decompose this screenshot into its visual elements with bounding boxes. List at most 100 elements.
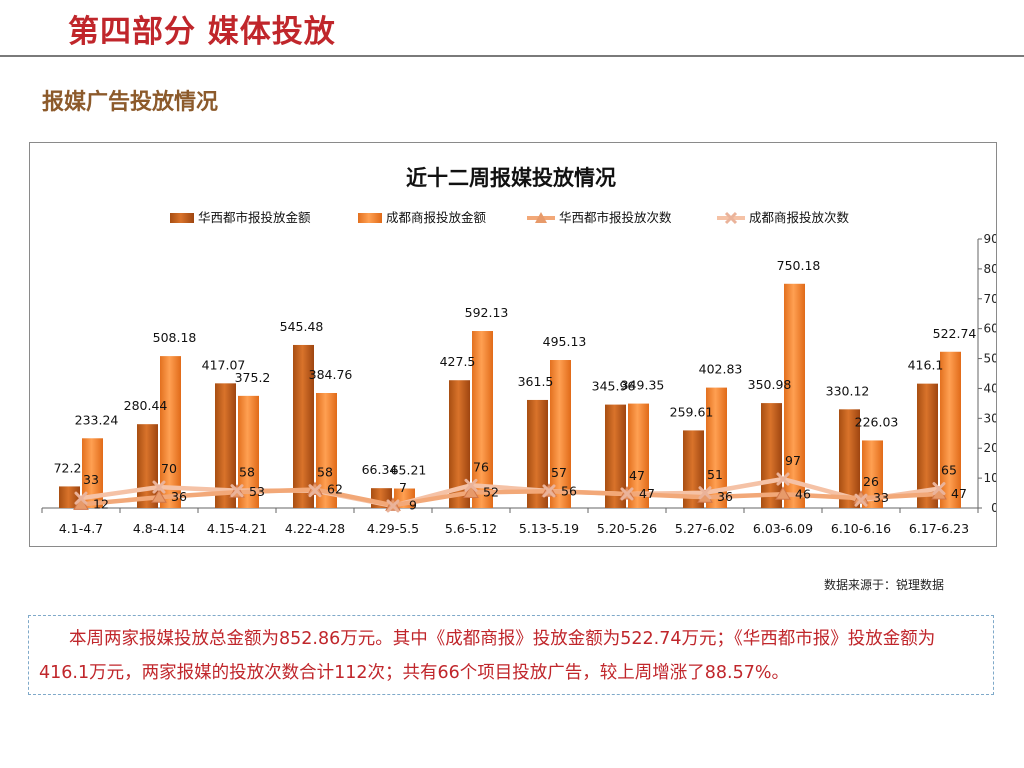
data-label-chengdu-count: 33: [83, 472, 99, 487]
y-tick-label: 200: [984, 441, 996, 455]
marker-chengdu-count: [776, 472, 790, 486]
data-label-huaxi-amount: 330.12: [826, 383, 870, 398]
legend-label: 成都商报投放次数: [749, 210, 850, 225]
source-note: 数据来源于：锐理数据: [824, 578, 945, 592]
marker-chengdu-count: [308, 484, 322, 498]
data-label-chengdu-count: 97: [785, 453, 801, 468]
data-label-huaxi-count: 46: [795, 486, 811, 501]
bar-chengdu-amount: [472, 331, 493, 508]
marker-chengdu-count: [542, 484, 556, 498]
marker-chengdu-count: [74, 491, 88, 505]
data-label-huaxi-count: 62: [327, 481, 343, 496]
data-label-huaxi-amount: 417.07: [202, 357, 246, 372]
x-tick-label: 4.1-4.7: [59, 521, 103, 536]
data-label-huaxi-amount: 416.1: [908, 358, 944, 373]
data-label-chengdu-amount: 508.18: [153, 330, 197, 345]
marker-huaxi-count: [151, 489, 167, 503]
data-label-chengdu-amount: 750.18: [777, 258, 821, 273]
bar-chengdu-amount: [628, 403, 649, 508]
line-chengdu-count: [80, 476, 940, 509]
data-label-huaxi-count: 36: [717, 489, 733, 504]
data-label-huaxi-count: 9: [409, 497, 417, 512]
bar-chengdu-amount: [316, 392, 337, 508]
y-tick-label: 500: [984, 352, 996, 366]
summary-text: 本周两家报媒投放总金额为852.86万元。其中《成都商报》投放金额为522.74…: [39, 629, 936, 683]
data-label-huaxi-count: 56: [561, 483, 577, 498]
legend-label: 华西都市报投放次数: [559, 210, 672, 225]
y-tick-label: 800: [984, 262, 996, 276]
data-label-chengdu-amount: 226.03: [855, 414, 899, 429]
data-label-huaxi-count: 33: [873, 490, 889, 505]
data-label-chengdu-count: 76: [473, 459, 489, 474]
x-tick-label: 4.8-4.14: [133, 521, 185, 536]
chart-axes: 0 100 200 300 400 500 600 700 800 900 4.1-4.7 4.8-4…: [41, 232, 996, 536]
data-label-huaxi-amount: 361.5: [518, 374, 554, 389]
bar-huaxi-amount: [215, 383, 236, 508]
data-label-huaxi-amount: 280.44: [124, 398, 168, 413]
legend-swatch: [170, 213, 194, 223]
marker-chengdu-count: [230, 484, 244, 498]
data-label-huaxi-amount: 259.61: [670, 404, 714, 419]
bar-huaxi-amount: [683, 430, 704, 508]
legend-swatch: [358, 213, 382, 223]
x-tick-label: 4.22-4.28: [285, 521, 345, 536]
x-tick-label: 4.15-4.21: [207, 521, 267, 536]
y-tick-label: 0: [991, 501, 996, 515]
data-label-chengdu-count: 65: [941, 463, 957, 478]
bar-chengdu-amount: [862, 440, 883, 508]
data-label-huaxi-count: 52: [483, 484, 499, 499]
bar-huaxi-amount: [839, 409, 860, 508]
data-label-chengdu-amount: 375.2: [235, 370, 271, 385]
x-tick-label: 6.03-6.09: [753, 521, 813, 536]
bar-chengdu-amount: [784, 283, 805, 508]
marker-huaxi-count: [775, 486, 791, 500]
chart-title: 近十二周报媒投放情况: [406, 166, 616, 190]
data-label-huaxi-amount: 427.5: [440, 354, 476, 369]
legend-marker: [535, 212, 547, 223]
legend-item: 成都商报投放金额: [358, 210, 487, 225]
x-tick-label: 4.29-5.5: [367, 521, 419, 536]
marker-chengdu-count: [854, 493, 868, 507]
data-label-huaxi-count: 36: [171, 489, 187, 504]
data-label-chengdu-amount: 402.83: [699, 362, 743, 377]
data-label-chengdu-count: 7: [399, 480, 407, 495]
legend-item: 成都商报投放次数: [717, 210, 850, 225]
x-tick-label: 5.6-5.12: [445, 521, 497, 536]
legend-marker: [724, 211, 738, 225]
bar-chengdu-amount: [940, 351, 961, 508]
legend-label: 成都商报投放金额: [386, 210, 487, 225]
chart-panel: 近十二周报媒投放情况 华西都市报投放金额 成都商报投放金额 华西都市报投放次数 成都商…: [29, 142, 997, 547]
x-tick-label: 5.20-5.26: [597, 521, 657, 536]
data-label-chengdu-count: 70: [161, 461, 177, 476]
y-tick-label: 100: [984, 471, 996, 485]
legend-label: 华西都市报投放金额: [198, 210, 311, 225]
chart-data-labels: 72.2 233.24 12 33 280.44 508.18 36 70 417.07375.…: [54, 258, 977, 513]
data-label-chengdu-amount: 349.35: [621, 378, 665, 393]
bar-chengdu-amount: [706, 387, 727, 508]
bar-huaxi-amount: [449, 380, 470, 508]
bar-chengdu-amount: [160, 356, 181, 508]
bar-chengdu-amount: [82, 438, 103, 508]
legend-item: 华西都市报投放金额: [170, 210, 311, 225]
data-label-huaxi-amount: 66.34: [362, 462, 398, 477]
data-label-chengdu-count: 57: [551, 465, 567, 480]
data-label-chengdu-amount: 233.24: [75, 412, 119, 427]
marker-huaxi-count: [463, 484, 479, 498]
bar-chengdu-amount: [238, 395, 259, 508]
y-tick-label: 300: [984, 411, 996, 425]
marker-chengdu-count: [698, 486, 712, 500]
data-label-huaxi-amount: 345.96: [592, 379, 636, 394]
x-tick-label: 6.17-6.23: [909, 521, 969, 536]
chart-lines: [73, 472, 947, 513]
data-label-huaxi-count: 47: [639, 486, 655, 501]
bar-huaxi-amount: [605, 404, 626, 508]
x-tick-label: 6.10-6.16: [831, 521, 891, 536]
y-tick-label: 900: [984, 232, 996, 246]
line-huaxi-count: [80, 487, 940, 508]
data-label-chengdu-count: 58: [317, 465, 333, 480]
marker-chengdu-count: [932, 482, 946, 496]
y-tick-label: 700: [984, 292, 996, 306]
x-tick-label: 5.13-5.19: [519, 521, 579, 536]
chart-canvas: 近十二周报媒投放情况 华西都市报投放金额 成都商报投放金额 华西都市报投放次数 成都商…: [41, 166, 996, 536]
data-label-chengdu-amount: 495.13: [543, 334, 587, 349]
